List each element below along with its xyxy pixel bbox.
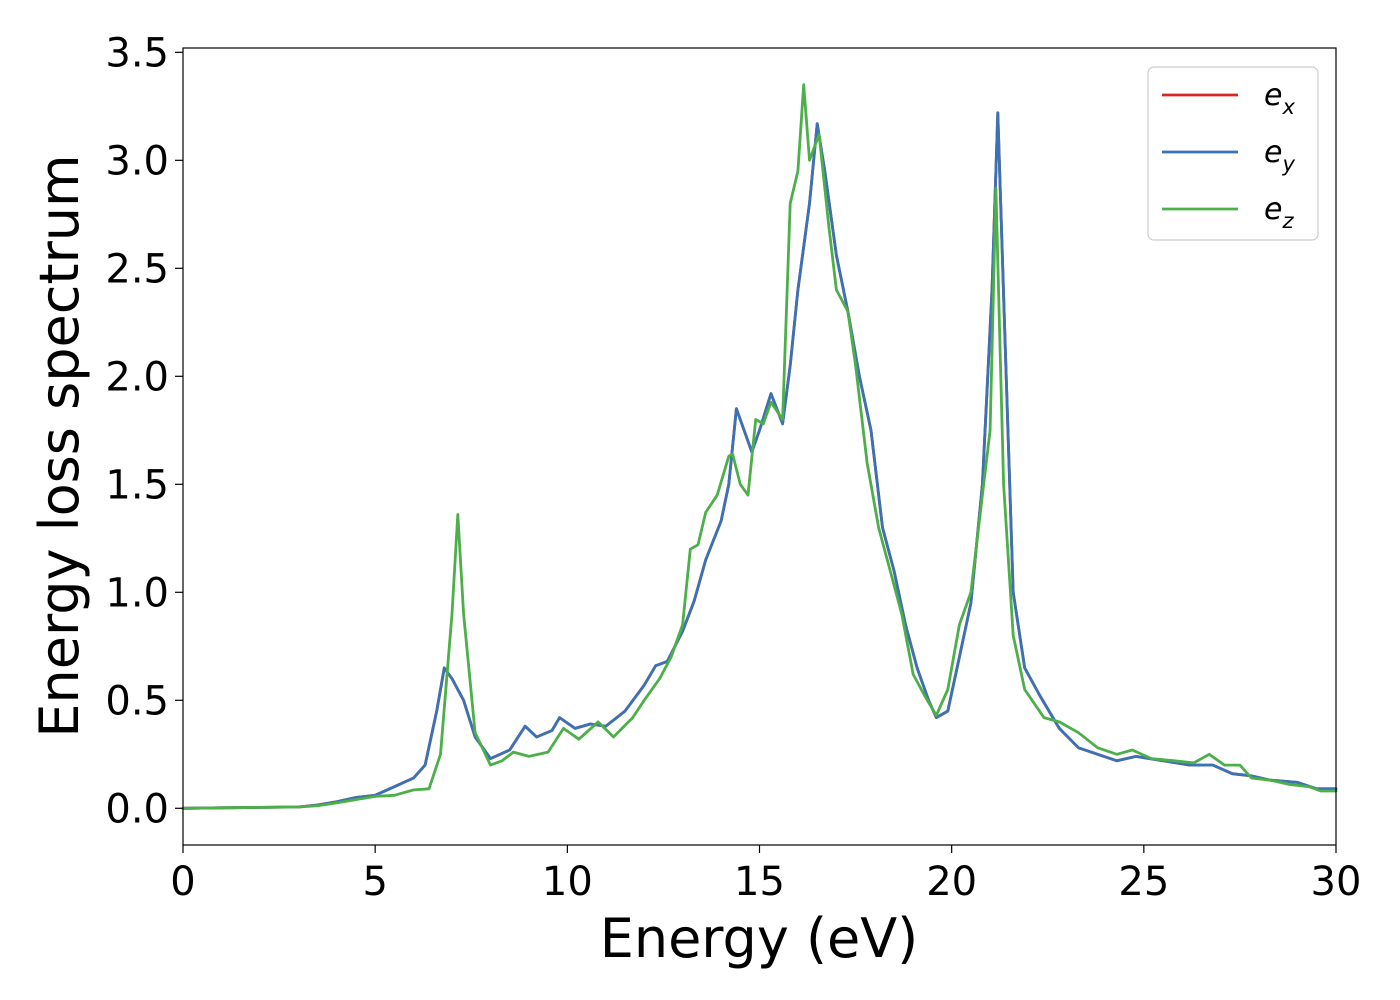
series-line-ez [181,83,1338,810]
legend-box [1147,66,1319,241]
x-tick-label: 5 [362,859,387,905]
x-tick-label: 30 [1311,859,1362,905]
y-tick-label: 3.0 [105,138,169,184]
y-tick-label: 0.5 [105,678,169,724]
y-axis-label: Energy loss spectrum [28,154,91,737]
y-axis: 0.0 0.5 1.0 1.5 2.0 2.5 3.0 3.5 [105,30,183,832]
x-tick-label: 10 [542,859,593,905]
y-tick-label: 2.5 [105,246,169,292]
series-lines [181,83,1338,810]
y-tick-label: 1.0 [105,570,169,616]
x-axis: 0 5 10 15 20 25 30 [170,845,1361,905]
y-tick-label: 3.5 [105,30,169,76]
y-tick-label: 0.0 [105,786,169,832]
x-axis-label: Energy (eV) [600,907,919,970]
x-tick-label: 15 [734,859,785,905]
y-tick-label: 1.5 [105,462,169,508]
x-tick-label: 25 [1118,859,1169,905]
x-tick-label: 0 [170,859,195,905]
y-tick-label: 2.0 [105,354,169,400]
x-tick-label: 20 [926,859,977,905]
series-line-ey [181,111,1338,810]
